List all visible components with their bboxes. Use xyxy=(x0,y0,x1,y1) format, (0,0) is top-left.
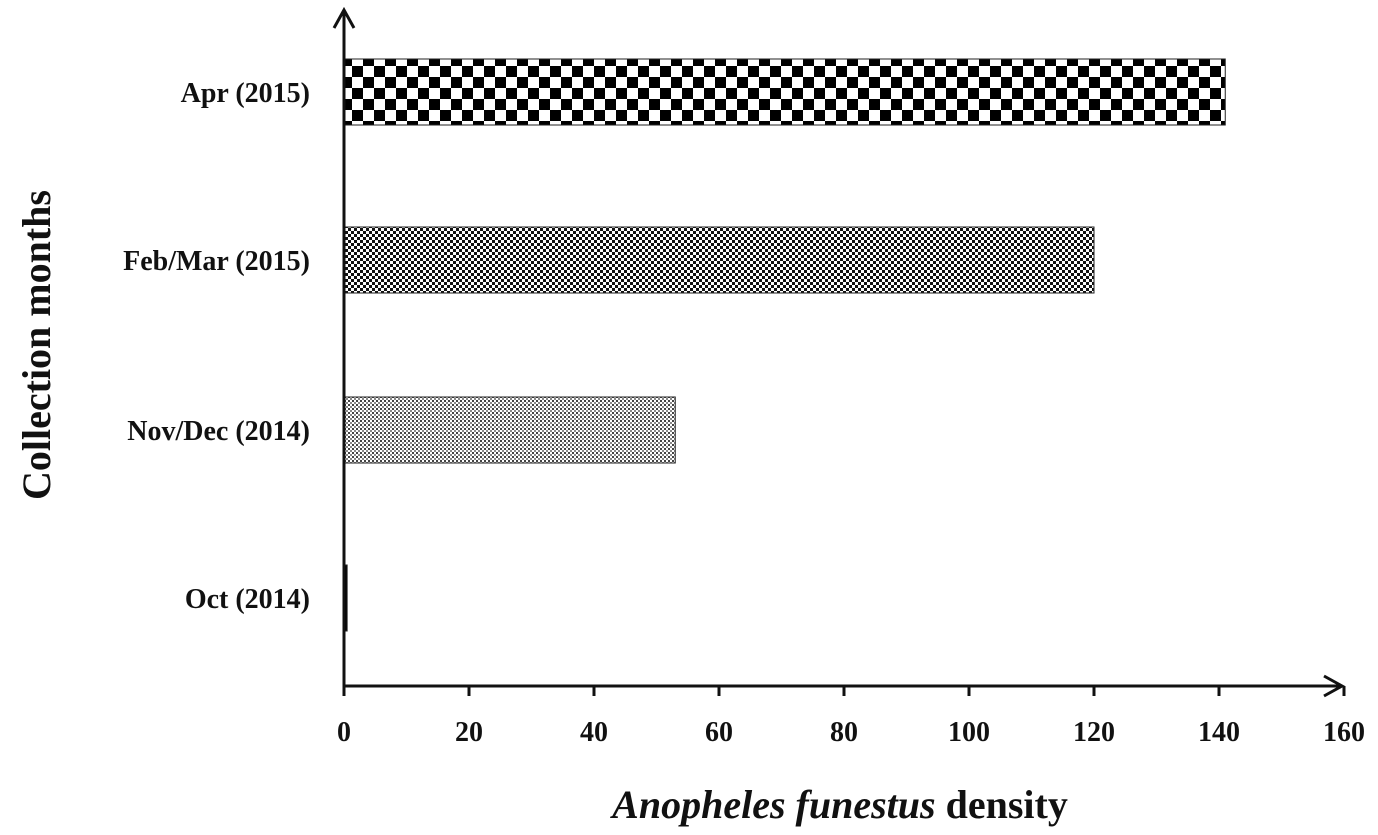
category-label: Apr (2015) xyxy=(181,78,310,109)
x-tick-label: 120 xyxy=(1073,717,1115,748)
x-axis-title-italic: Anopheles funestus xyxy=(609,782,935,827)
bar-nov-dec-2014 xyxy=(343,396,676,464)
x-tick-label: 40 xyxy=(580,717,608,748)
category-label: Feb/Mar (2015) xyxy=(123,246,310,277)
x-axis-title: Anopheles funestus density xyxy=(609,782,1068,827)
category-label: Oct (2014) xyxy=(185,584,310,615)
bars-group xyxy=(343,58,1226,632)
x-tick-label: 80 xyxy=(830,717,858,748)
x-ticks-group: 0 20 40 60 80 100 120 140 160 xyxy=(337,686,1365,748)
x-axis-arrow xyxy=(1323,674,1346,698)
bar-feb-mar-2015 xyxy=(343,226,1095,294)
bar-apr-2015 xyxy=(343,58,1226,126)
x-tick-label: 100 xyxy=(948,717,990,748)
x-axis-title-rest: density xyxy=(936,782,1068,827)
x-tick-label: 60 xyxy=(705,717,733,748)
category-labels-group: Oct (2014) Nov/Dec (2014) Feb/Mar (2015) Ap… xyxy=(123,78,310,615)
y-axis-title: Collection months xyxy=(14,190,59,500)
category-label: Nov/Dec (2014) xyxy=(127,416,310,447)
y-axis-arrow xyxy=(332,6,356,29)
x-tick-label: 20 xyxy=(455,717,483,748)
x-tick-label: 140 xyxy=(1198,717,1240,748)
x-tick-label: 160 xyxy=(1323,717,1365,748)
x-tick-label: 0 xyxy=(337,717,351,748)
